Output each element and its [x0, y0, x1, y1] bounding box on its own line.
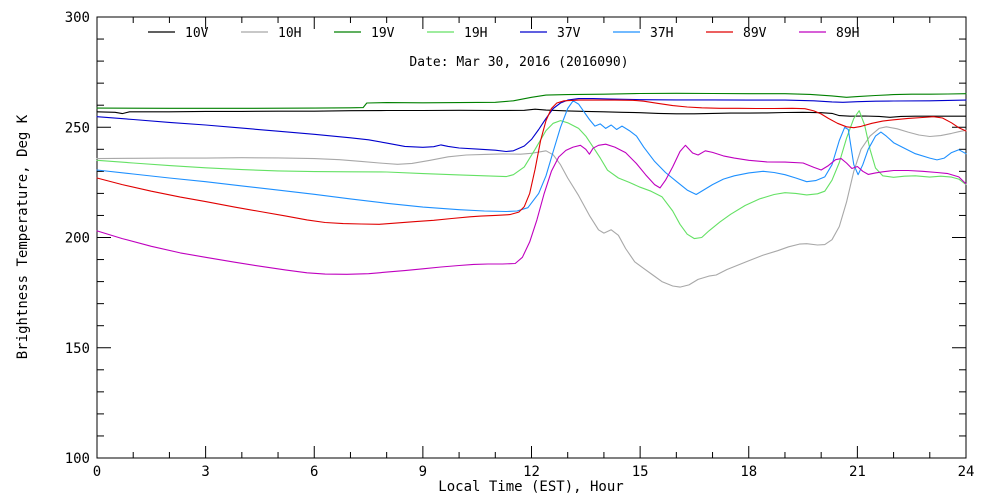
x-axis-title: Local Time (EST), Hour — [438, 479, 623, 495]
x-tick-label: 24 — [958, 464, 975, 480]
y-axis-title: Brightness Temperature, Deg K — [15, 114, 31, 359]
chart-title: Date: Mar 30, 2016 (2016090) — [409, 55, 628, 70]
series-line-89H — [96, 143, 967, 275]
y-tick-label: 150 — [65, 341, 90, 357]
series-line-89V — [96, 99, 967, 225]
y-tick-label: 100 — [65, 451, 90, 467]
y-tick-label: 300 — [65, 10, 90, 26]
y-tick-label: 250 — [65, 120, 90, 136]
x-tick-label: 15 — [632, 464, 649, 480]
x-tick-label: 6 — [310, 464, 318, 480]
series-line-19H — [96, 110, 967, 240]
legend-label-19H: 19H — [464, 26, 487, 41]
x-tick-label: 18 — [740, 464, 757, 480]
series-line-37H — [96, 100, 967, 213]
plot-layer: 0 3 6 9 12 15 18 21 24 100 150 200 250 300 10V 10H 19V 19… — [65, 10, 975, 480]
legend-label-89H: 89H — [836, 26, 859, 41]
series-line-10H — [96, 126, 967, 288]
x-tick-label: 3 — [201, 464, 209, 480]
series-line-37V — [96, 98, 967, 153]
x-tick-label: 21 — [849, 464, 866, 480]
series-line-19V — [96, 92, 967, 109]
y-tick-label: 200 — [65, 231, 90, 247]
x-tick-label: 0 — [93, 464, 101, 480]
series-line-10V — [96, 108, 967, 118]
legend-label-19V: 19V — [371, 26, 395, 41]
legend-label-37H: 37H — [650, 26, 673, 41]
x-tick-label: 12 — [523, 464, 540, 480]
legend-label-10V: 10V — [185, 26, 209, 41]
legend-label-89V: 89V — [743, 26, 767, 41]
legend-label-10H: 10H — [278, 26, 301, 41]
legend-label-37V: 37V — [557, 26, 581, 41]
x-tick-label: 9 — [419, 464, 427, 480]
